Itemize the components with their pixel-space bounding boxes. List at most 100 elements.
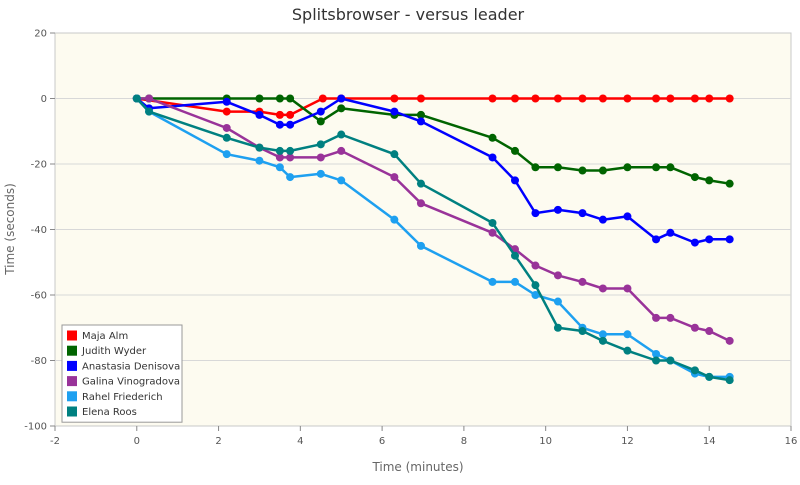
- data-point: [553, 323, 562, 332]
- data-point: [623, 330, 632, 339]
- data-point: [416, 241, 425, 250]
- data-point: [488, 133, 497, 142]
- data-point: [390, 94, 399, 103]
- series-elena-roos: [132, 94, 734, 385]
- data-point: [145, 94, 154, 103]
- series-galina-vinogradova: [132, 94, 734, 345]
- data-point: [318, 94, 327, 103]
- data-point: [255, 110, 264, 119]
- data-point: [725, 336, 734, 345]
- data-point: [337, 130, 346, 139]
- data-point: [623, 284, 632, 293]
- x-tick-label: -2: [50, 436, 60, 447]
- legend-swatch: [67, 330, 77, 341]
- data-point: [705, 372, 714, 381]
- data-point: [390, 173, 399, 182]
- data-point: [578, 209, 587, 218]
- data-point: [511, 176, 519, 185]
- data-point: [578, 166, 587, 175]
- data-point: [598, 284, 607, 293]
- data-point: [222, 133, 231, 142]
- data-point: [316, 169, 325, 178]
- y-tick-label: -60: [31, 291, 47, 302]
- series-anastasia-denisova: [132, 94, 734, 247]
- data-point: [690, 238, 699, 247]
- data-point: [725, 235, 734, 244]
- data-point: [275, 163, 284, 172]
- y-tick-label: 0: [41, 94, 47, 105]
- data-point: [275, 120, 284, 129]
- data-point: [705, 94, 714, 103]
- data-point: [598, 94, 607, 103]
- data-point: [623, 163, 632, 172]
- data-point: [488, 94, 497, 103]
- data-point: [690, 173, 699, 182]
- data-point: [488, 277, 497, 286]
- data-point: [725, 94, 734, 103]
- data-point: [652, 94, 661, 103]
- data-point: [705, 235, 714, 244]
- data-point: [488, 218, 497, 227]
- data-point: [531, 209, 540, 218]
- data-point: [488, 153, 497, 162]
- data-point: [725, 376, 734, 385]
- data-point: [337, 94, 346, 103]
- data-point: [286, 110, 295, 119]
- data-point: [652, 235, 661, 244]
- data-point: [511, 251, 519, 260]
- legend-label: Anastasia Denisova: [82, 361, 180, 372]
- data-point: [553, 297, 562, 306]
- data-point: [666, 313, 675, 322]
- data-point: [255, 143, 264, 152]
- data-point: [222, 97, 231, 106]
- data-point: [553, 271, 562, 280]
- x-tick-label: 14: [703, 436, 716, 447]
- y-tick-label: 20: [34, 29, 47, 40]
- legend-label: Judith Wyder: [81, 346, 147, 357]
- data-point: [666, 228, 675, 237]
- data-point: [623, 94, 632, 103]
- data-point: [531, 163, 540, 172]
- y-tick-label: -40: [31, 225, 47, 236]
- data-point: [286, 146, 295, 155]
- data-point: [531, 261, 540, 270]
- y-axis-label: Time (seconds): [3, 183, 17, 276]
- data-point: [275, 153, 284, 162]
- series-line: [135, 97, 730, 382]
- data-point: [531, 281, 540, 290]
- data-point: [511, 277, 519, 286]
- y-tick-label: -100: [24, 422, 47, 433]
- data-point: [652, 313, 661, 322]
- data-point: [511, 94, 519, 103]
- data-point: [598, 336, 607, 345]
- data-point: [390, 150, 399, 159]
- data-point: [578, 94, 587, 103]
- data-point: [390, 107, 399, 116]
- x-tick-label: 10: [539, 436, 552, 447]
- x-tick-label: 0: [134, 436, 140, 447]
- data-point: [531, 291, 540, 299]
- data-point: [286, 173, 295, 182]
- data-point: [390, 215, 399, 224]
- legend-label: Maja Alm: [82, 331, 128, 342]
- data-point: [286, 153, 295, 162]
- data-point: [488, 228, 497, 237]
- data-point: [416, 179, 425, 188]
- data-point: [690, 94, 699, 103]
- y-axis-ticks: 20 0 -20 -40 -60 -80 -100: [24, 29, 55, 433]
- data-point: [316, 153, 325, 162]
- data-point: [623, 346, 632, 355]
- legend-swatch: [67, 376, 77, 387]
- data-point: [652, 163, 661, 172]
- data-point: [222, 107, 231, 116]
- data-point: [316, 117, 325, 126]
- x-tick-label: 6: [379, 436, 385, 447]
- data-point: [316, 107, 325, 116]
- data-point: [705, 327, 714, 336]
- data-point: [337, 176, 346, 185]
- data-point: [222, 150, 231, 159]
- series-judith-wyder: [132, 94, 734, 188]
- data-point: [286, 94, 295, 103]
- data-point: [416, 110, 425, 119]
- data-point: [623, 212, 632, 221]
